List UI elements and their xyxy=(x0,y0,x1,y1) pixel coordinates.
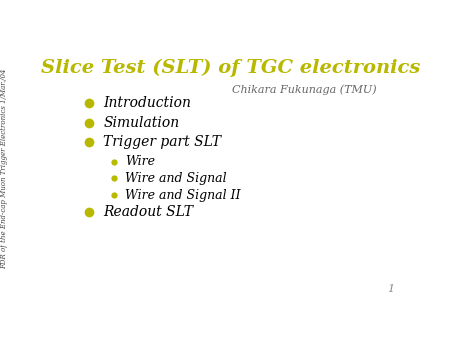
Text: Slice Test (SLT) of TGC electronics: Slice Test (SLT) of TGC electronics xyxy=(41,59,420,77)
Text: 1: 1 xyxy=(387,284,395,294)
Text: Readout SLT: Readout SLT xyxy=(104,205,194,219)
Text: Wire: Wire xyxy=(125,155,155,168)
Text: Wire and Signal: Wire and Signal xyxy=(125,172,227,185)
Text: Simulation: Simulation xyxy=(104,116,180,129)
Text: FDR of the End-cap Muon Trigger Electronics 1/Mar./04: FDR of the End-cap Muon Trigger Electron… xyxy=(0,69,9,269)
Text: Introduction: Introduction xyxy=(104,96,191,110)
Text: Wire and Signal II: Wire and Signal II xyxy=(125,189,241,202)
Text: Chikara Fukunaga (TMU): Chikara Fukunaga (TMU) xyxy=(232,85,376,95)
Text: Trigger part SLT: Trigger part SLT xyxy=(104,135,221,149)
